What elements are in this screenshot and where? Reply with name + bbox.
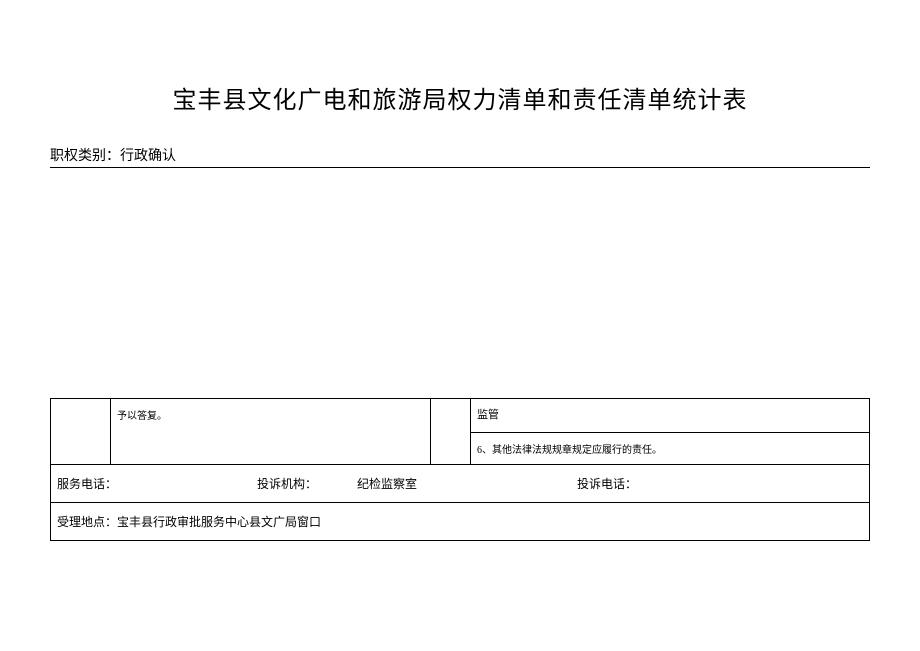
complaint-org-label: 投诉机构： <box>257 475 317 492</box>
header-divider <box>50 167 870 168</box>
cell-responsibility: 6、其他法律法规规章规定应履行的责任。 <box>471 432 870 464</box>
service-phone-label: 服务电话： <box>57 475 117 492</box>
info-row-1: 服务电话： 投诉机构： 纪检监察室 投诉电话： <box>51 464 870 502</box>
cell-empty-2 <box>431 399 471 465</box>
table-row: 受理地点：宝丰县行政审批服务中心县文广局窗口 <box>51 502 870 540</box>
info-row-2: 受理地点：宝丰县行政审批服务中心县文广局窗口 <box>51 502 870 540</box>
complaint-phone-label: 投诉电话： <box>577 475 637 492</box>
category-label-text: 职权类别： <box>50 149 120 164</box>
cell-supervision: 监管 <box>471 399 870 433</box>
location-value: 宝丰县行政审批服务中心县文广局窗口 <box>117 513 321 530</box>
table-row: 予以答复。 监管 <box>51 399 870 433</box>
location-label: 受理地点： <box>57 513 117 530</box>
cell-reply: 予以答复。 <box>111 399 431 465</box>
page-title: 宝丰县文化广电和旅游局权力清单和责任清单统计表 <box>50 80 870 115</box>
complaint-org-value: 纪检监察室 <box>357 475 417 492</box>
category-label: 职权类别：行政确认 <box>50 145 870 165</box>
main-table: 予以答复。 监管 6、其他法律法规规章规定应履行的责任。 服务电话： 投诉机构： 纪… <box>50 398 870 541</box>
table-row: 服务电话： 投诉机构： 纪检监察室 投诉电话： <box>51 464 870 502</box>
cell-empty-1 <box>51 399 111 465</box>
category-value: 行政确认 <box>120 149 176 164</box>
